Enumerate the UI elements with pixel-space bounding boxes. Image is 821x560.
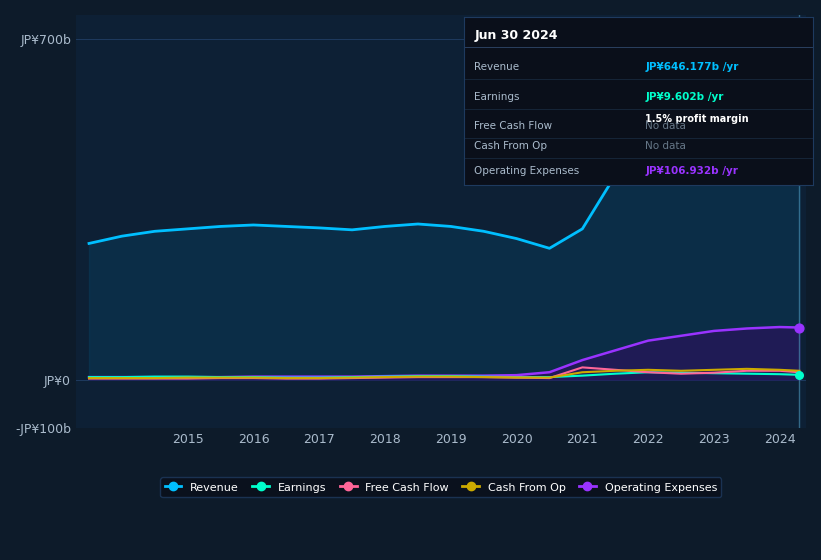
Point	[793, 370, 806, 379]
Text: 1.5% profit margin: 1.5% profit margin	[645, 114, 749, 124]
Text: Revenue: Revenue	[475, 62, 520, 72]
Text: Earnings: Earnings	[475, 92, 520, 102]
Text: Jun 30 2024: Jun 30 2024	[475, 29, 557, 41]
Point	[793, 323, 806, 332]
Text: JP¥106.932b /yr: JP¥106.932b /yr	[645, 166, 738, 176]
Text: JP¥9.602b /yr: JP¥9.602b /yr	[645, 92, 723, 102]
Legend: Revenue, Earnings, Free Cash Flow, Cash From Op, Operating Expenses: Revenue, Earnings, Free Cash Flow, Cash …	[160, 477, 722, 497]
Point	[793, 61, 806, 70]
Text: No data: No data	[645, 141, 686, 151]
Text: JP¥646.177b /yr: JP¥646.177b /yr	[645, 62, 739, 72]
Text: No data: No data	[645, 121, 686, 131]
Text: Free Cash Flow: Free Cash Flow	[475, 121, 553, 131]
Text: Operating Expenses: Operating Expenses	[475, 166, 580, 176]
Text: Cash From Op: Cash From Op	[475, 141, 548, 151]
